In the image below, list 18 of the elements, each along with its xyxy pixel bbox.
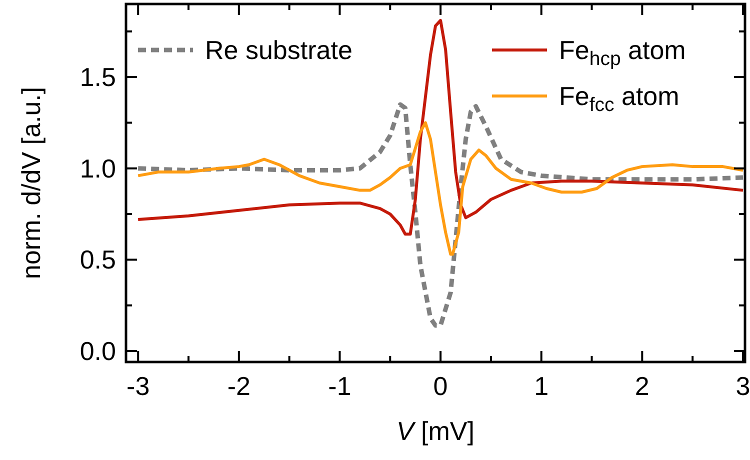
- legend-label: Fe$_{fcc}$ atom: [559, 81, 680, 116]
- x-tick-label: -1: [328, 371, 352, 401]
- line-series: [136, 121, 744, 256]
- x-tick-label: 1: [534, 371, 549, 401]
- line-series: [136, 18, 744, 236]
- y-tick-label: 1.5: [80, 62, 116, 92]
- x-tick-label: 0: [433, 371, 448, 401]
- x-tick-label: 3: [736, 371, 750, 401]
- y-tick-label: 0.5: [80, 244, 116, 275]
- x-tick-label: -2: [227, 371, 250, 401]
- x-tick-label: 2: [634, 371, 650, 401]
- y-tick-label: 0.0: [80, 336, 116, 366]
- x-axis-title: V [mV]: [396, 416, 475, 446]
- legend-label: Fe$_{hcp}$ atom: [559, 35, 686, 70]
- y-axis-title: norm. d/dV [a.u.]: [16, 86, 46, 280]
- legend-label: Re substrate: [205, 35, 352, 65]
- y-tick-label: 1.0: [80, 153, 116, 184]
- x-tick-label: -3: [126, 371, 150, 401]
